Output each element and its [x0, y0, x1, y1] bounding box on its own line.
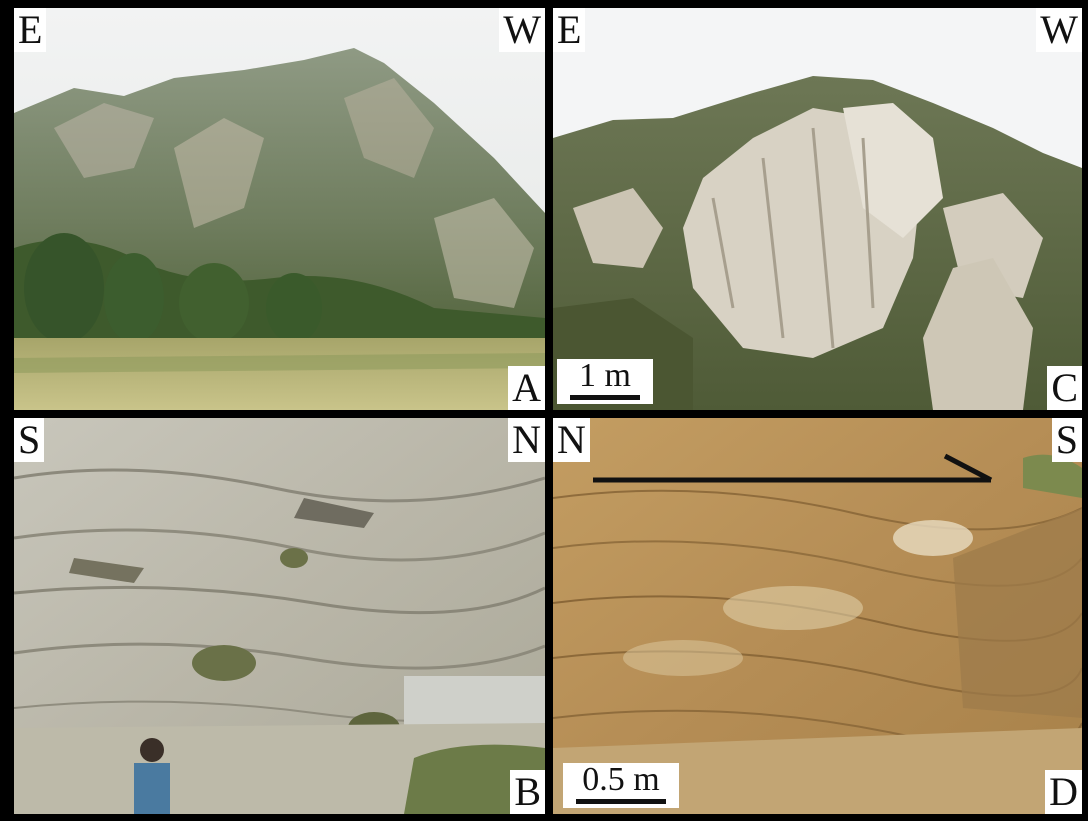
panel-d-scale-bar: 0.5 m	[563, 763, 679, 808]
panel-b-left-direction: S	[14, 418, 45, 462]
panel-c-outcrop	[553, 8, 1082, 410]
panel-d-sheared-rock	[553, 418, 1082, 814]
panel-a-right-direction: W	[499, 8, 545, 52]
panel-a-photo: E W A	[14, 8, 545, 410]
panel-c-left-direction: E	[553, 8, 586, 52]
panel-b-rock-face	[14, 418, 545, 814]
panel-d-right-direction: S	[1051, 418, 1082, 462]
panel-c-right-direction: W	[1036, 8, 1082, 52]
panel-a-left-direction: E	[14, 8, 47, 52]
panel-c-photo: E W 1 m C	[553, 8, 1082, 410]
panel-a-landscape	[14, 8, 545, 410]
panel-a-label: A	[508, 366, 545, 410]
panel-b-photo: S N B	[14, 418, 545, 814]
panel-b-right-direction: N	[508, 418, 545, 462]
panel-b-label: B	[510, 770, 545, 814]
panel-d-photo: N S 0.5 m D	[553, 418, 1082, 814]
panel-c-scale-line	[570, 395, 640, 400]
panel-c-scale-bar: 1 m	[557, 359, 653, 404]
panel-d-scale-text: 0.5 m	[582, 761, 660, 798]
panel-d-left-direction: N	[553, 418, 590, 462]
panel-d-scale-line	[576, 799, 666, 804]
panel-d-label: D	[1045, 770, 1082, 814]
panel-c-label: C	[1047, 366, 1082, 410]
panel-c-scale-text: 1 m	[579, 357, 631, 394]
